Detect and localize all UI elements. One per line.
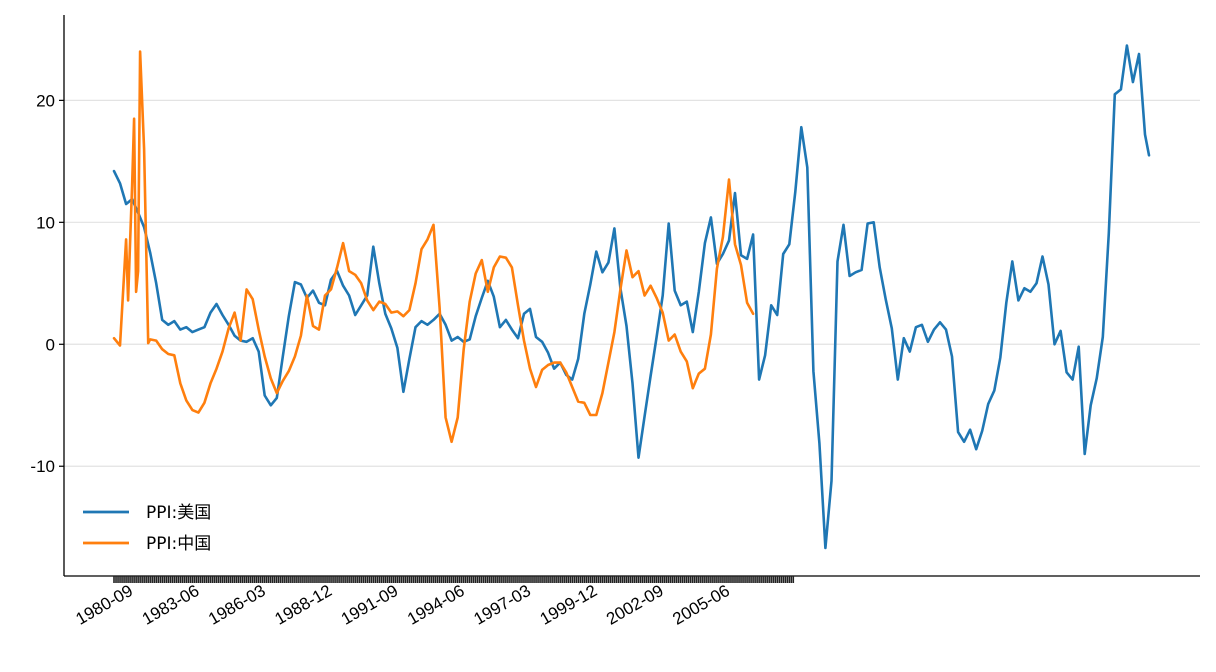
series-line-0 <box>112 44 1151 550</box>
y-tick-label: 20 <box>36 91 55 110</box>
x-tick-label: 1980-09 <box>73 581 137 629</box>
x-axis-ticks: 1980-09 1983-06 1986-03 1988-12 1991-09 1994-… <box>73 576 795 629</box>
y-tick-label: 10 <box>36 213 55 232</box>
series-line-1 <box>112 50 755 444</box>
x-tick-label: 1988-12 <box>272 581 336 629</box>
y-axis-ticks: 20 10 0 -10 <box>30 91 64 476</box>
y-tick-label: 0 <box>46 335 55 354</box>
x-tick-label: 1983-06 <box>139 581 203 629</box>
legend-label-0: PPI:美国 <box>146 503 211 523</box>
x-tick-label: 1994-06 <box>404 581 468 629</box>
y-tick-label: -10 <box>30 457 55 476</box>
x-tick-label: 1991-09 <box>338 581 402 629</box>
x-tick-label: 1986-03 <box>205 581 269 629</box>
axes <box>63 15 1200 577</box>
x-tick-label: 1997-03 <box>470 581 534 629</box>
grid-lines <box>64 99 1200 467</box>
series-lines <box>112 44 1151 550</box>
x-tick-label: 1999-12 <box>537 581 601 629</box>
x-tick-label: 2002-09 <box>603 581 667 629</box>
legend-label-1: PPI:中国 <box>146 534 211 554</box>
x-tick-label: 2005-06 <box>669 581 733 629</box>
legend: PPI:美国 PPI:中国 <box>83 503 211 554</box>
